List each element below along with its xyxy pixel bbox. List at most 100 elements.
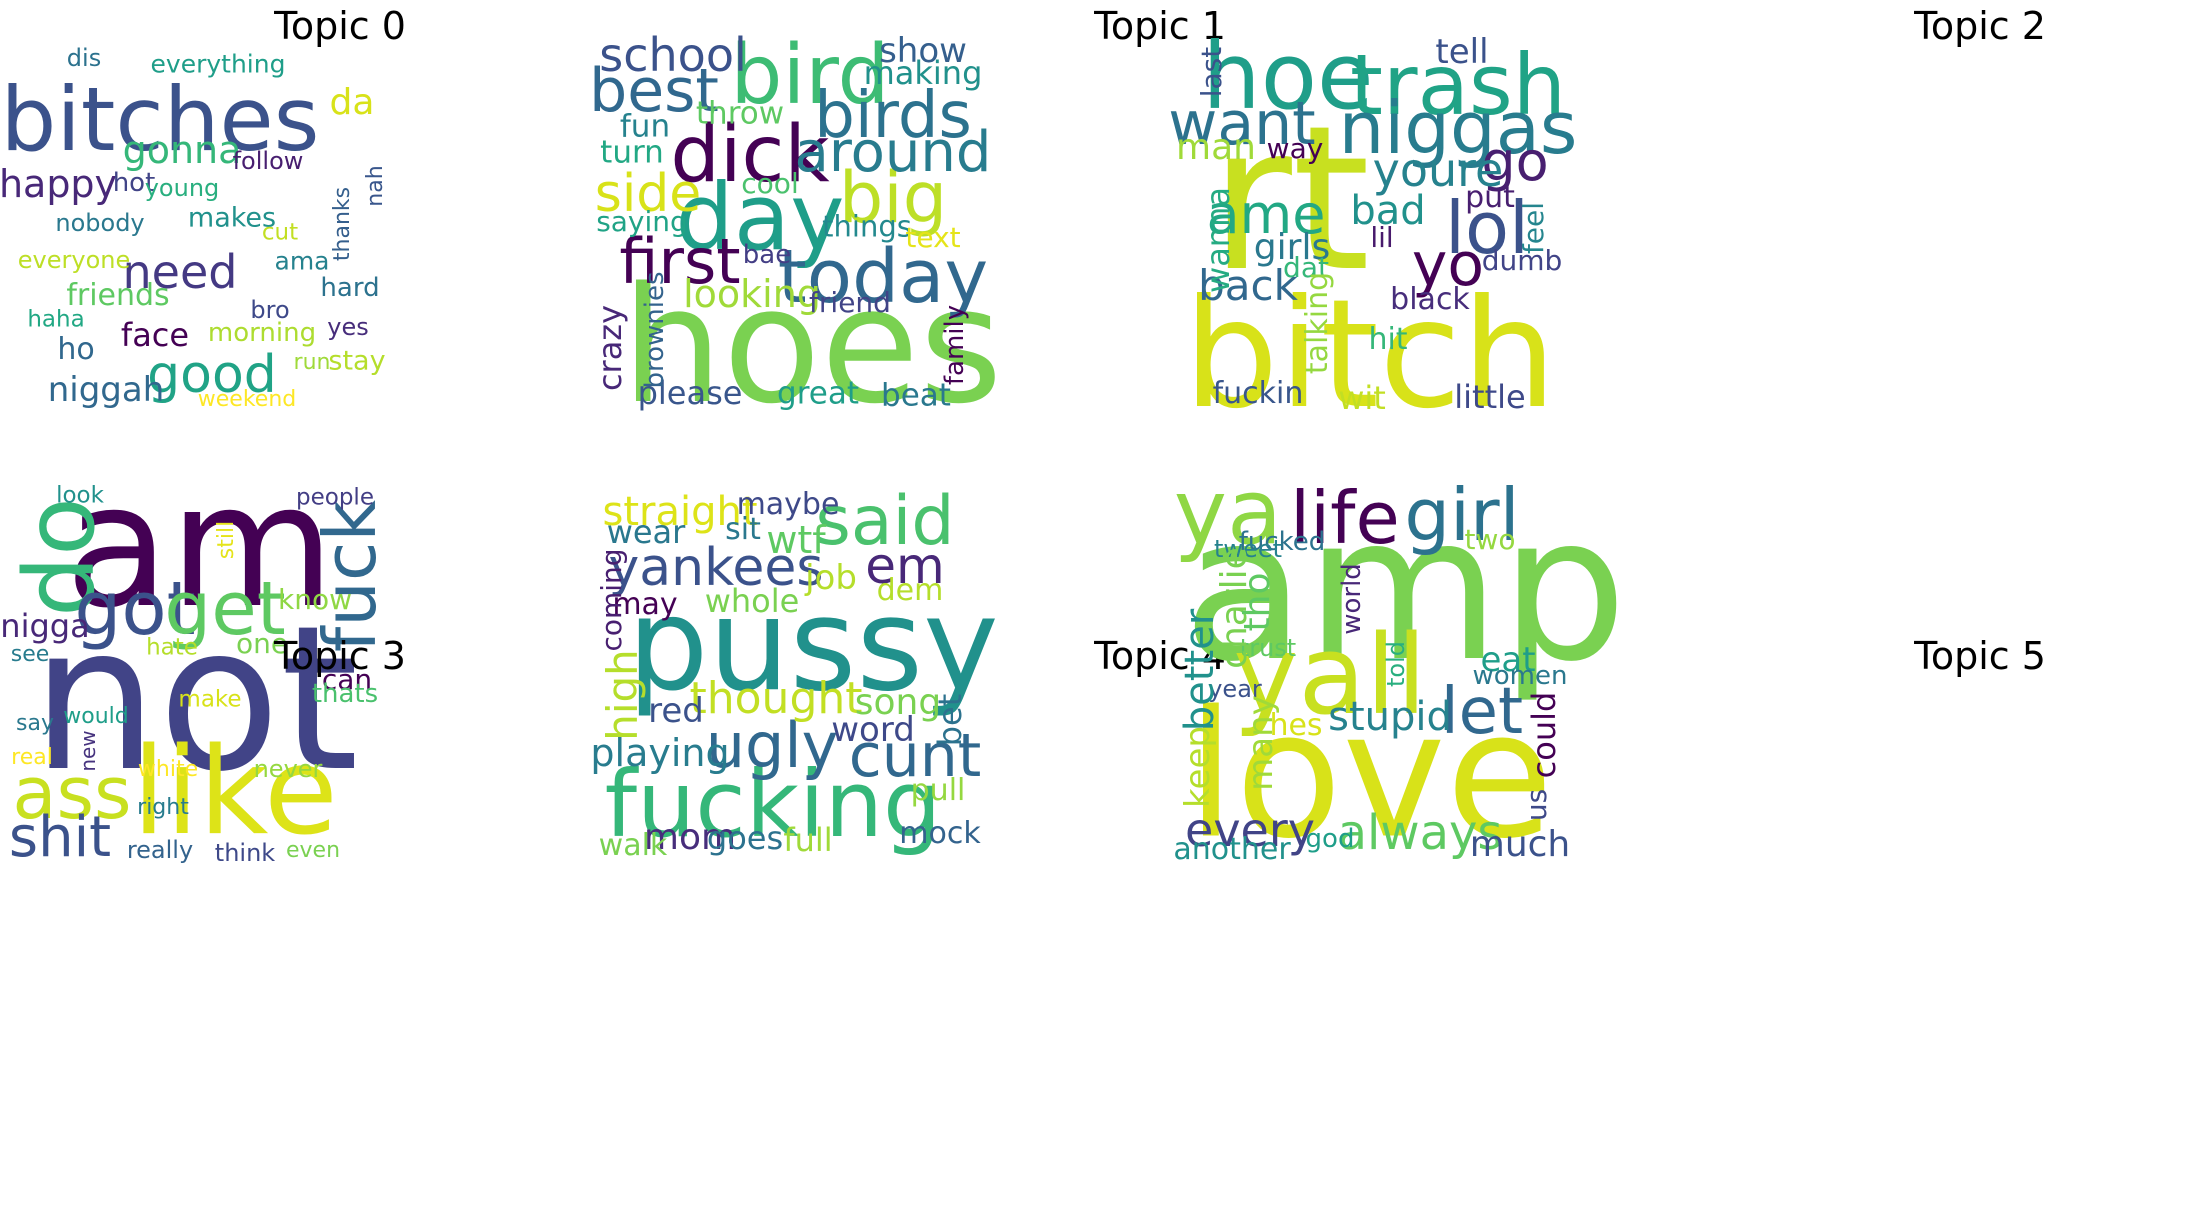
cloud-word: want — [1168, 89, 1316, 159]
cloud-word: lil — [1370, 221, 1394, 254]
cloud-word: girl — [1404, 473, 1520, 557]
cloud-word: tell — [1435, 32, 1489, 72]
cloud-word: text — [905, 221, 961, 254]
cloud-word: making — [863, 54, 983, 92]
cloud-word: great — [777, 375, 859, 412]
cloud-word: may — [612, 587, 678, 622]
cloud-word: bitches — [0, 68, 320, 171]
cloud-word: ugly — [705, 709, 839, 782]
cloud-word: know — [278, 583, 352, 616]
cloud-word: two — [1464, 523, 1516, 556]
cloud-word: real — [11, 745, 53, 770]
cloud-word: trust — [1239, 634, 1297, 662]
cloud-word: stupid — [1328, 694, 1452, 740]
cloud-word: mom — [643, 817, 737, 858]
cloud-word: back — [1198, 261, 1298, 310]
cloud-word: fucking — [604, 751, 942, 858]
cloud-word: run — [293, 350, 331, 375]
cloud-word: hoe — [1202, 23, 1374, 130]
cloud-word: wit — [1338, 379, 1386, 417]
cloud-word: side — [594, 164, 702, 224]
cloud-word: nigga — [0, 607, 90, 645]
cloud-word: pull — [910, 773, 966, 808]
cloud-word: even — [285, 838, 341, 863]
cloud-word: weekend — [197, 387, 297, 412]
cloud-word: cut — [261, 219, 299, 246]
cloud-word: school — [599, 28, 747, 82]
cloud-word: not — [31, 583, 359, 816]
cloud-word: things — [822, 209, 912, 244]
cloud-word: another — [1173, 832, 1291, 867]
cloud-word: let — [1440, 675, 1524, 749]
cloud-word: day — [675, 164, 845, 271]
wordcloud-panel-topic-3: not am like do got get ass fuck shit nigga know one… — [0, 462, 620, 1205]
cloud-word: follow — [232, 147, 304, 175]
cloud-word: full — [783, 821, 833, 859]
cloud-word: right — [137, 795, 189, 820]
cloud-word: make — [178, 686, 242, 713]
cloud-word: everything — [150, 49, 286, 79]
cloud-word: around — [794, 120, 992, 185]
cloud-word: em — [865, 537, 945, 595]
cloud-word: really — [126, 836, 194, 864]
cloud-word: world — [1337, 563, 1367, 635]
cloud-word: wear — [606, 513, 686, 551]
cloud-word: year — [1208, 675, 1262, 703]
cloud-word: lol — [1444, 186, 1530, 270]
cloud-word: maybe — [736, 487, 840, 522]
cloud-word: would — [63, 704, 129, 729]
cloud-word: told — [1382, 641, 1410, 687]
cloud-word: keep — [1178, 726, 1218, 808]
cloud-word: look — [56, 482, 104, 509]
cloud-word: saying — [596, 205, 688, 238]
cloud-word: ama — [274, 246, 330, 276]
cloud-word: red — [648, 691, 704, 731]
cloud-word: thought — [689, 673, 863, 724]
cloud-word: goes — [706, 819, 784, 857]
cloud-word: new — [76, 730, 100, 772]
word-cloud: rt bitch hoe trash niggas lol want yo go ame youre… — [1168, 0, 2196, 575]
cloud-word: da — [329, 82, 375, 123]
cloud-word: black — [1390, 282, 1470, 317]
panel-title: Topic 5 — [1914, 634, 2046, 678]
cloud-word: women — [1472, 661, 1568, 691]
cloud-word: word — [831, 710, 915, 750]
cloud-word: fuck — [308, 499, 392, 653]
cloud-word: always — [1337, 805, 1503, 861]
cloud-word: cunt — [848, 721, 982, 791]
cloud-word: wanna — [1199, 187, 1237, 293]
cloud-word: yankees — [608, 538, 824, 598]
cloud-word: amp — [1182, 473, 1628, 706]
cloud-word: feel — [1517, 201, 1550, 255]
cloud-word: love — [1186, 674, 1554, 878]
cloud-word: bad — [1350, 188, 1426, 234]
cloud-word: turn — [600, 134, 664, 171]
word-cloud: hoes day bird dick today big birds first best aro… — [589, 0, 1440, 575]
cloud-word: life — [1290, 476, 1400, 560]
cloud-word: face — [120, 316, 190, 354]
cloud-word: bird — [730, 28, 890, 123]
cloud-word: rt — [1209, 83, 1371, 316]
cloud-word: best — [589, 56, 719, 126]
cloud-word: can — [321, 663, 373, 696]
panel-title: Topic 2 — [1914, 4, 2046, 48]
cloud-word: throw — [695, 95, 785, 132]
cloud-word: big — [838, 157, 948, 239]
cloud-word: eat — [1480, 640, 1536, 680]
cloud-word: beat — [881, 377, 951, 414]
cloud-word: see — [10, 642, 50, 667]
cloud-word: am — [65, 448, 335, 646]
cloud-word: everyone — [17, 246, 131, 274]
cloud-word: today — [777, 234, 989, 320]
cloud-word: dem — [876, 573, 944, 608]
cloud-word: hard — [320, 273, 380, 303]
wordcloud-panel-topic-2: rt bitch hoe trash niggas lol want yo go ame youre… — [1168, 0, 2196, 575]
cloud-word: ho — [57, 332, 95, 367]
cloud-word: man — [1176, 127, 1256, 168]
cloud-word: looking — [683, 272, 821, 316]
cloud-word: niggas — [1338, 86, 1578, 170]
cloud-word: hate — [146, 634, 198, 661]
cloud-word: friend — [809, 286, 891, 319]
cloud-word: hot — [112, 168, 156, 198]
cloud-word: said — [815, 482, 955, 561]
